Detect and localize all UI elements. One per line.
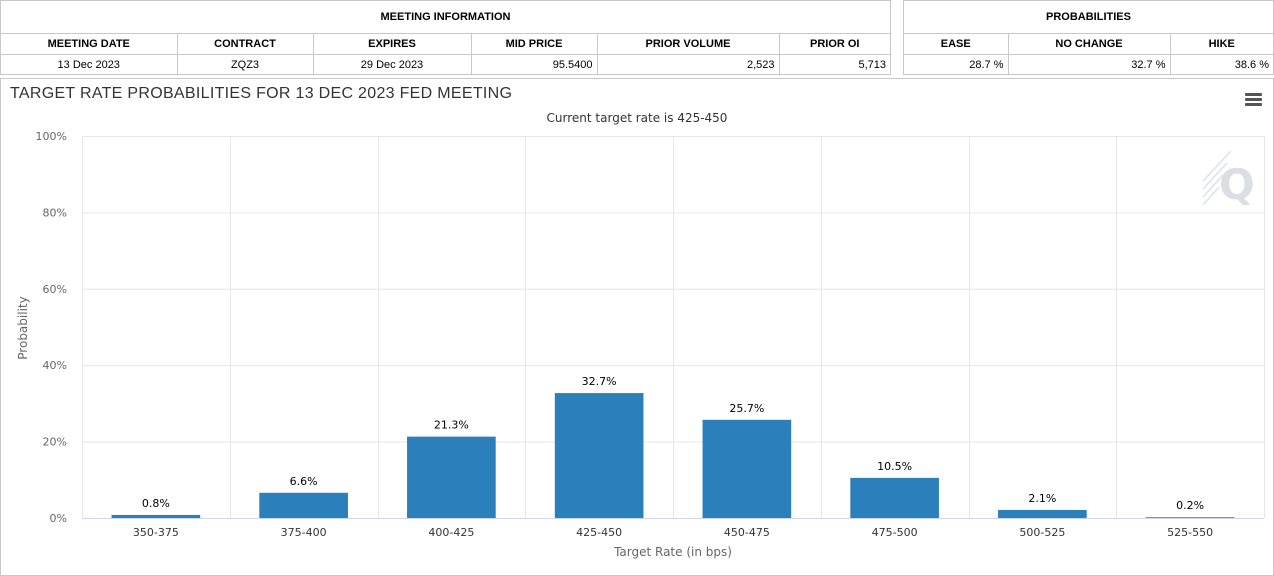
prior-volume-value: 2,523 (597, 54, 780, 75)
bar-475-500[interactable] (850, 477, 939, 518)
x-tick-label: 375-400 (281, 526, 327, 539)
bar-525-550[interactable] (1145, 517, 1235, 518)
x-tick-label: 400-425 (428, 526, 474, 539)
x-tick-label: 525-550 (1167, 526, 1213, 539)
bar-450-475[interactable] (702, 419, 792, 518)
col-meeting-date: MEETING DATE (1, 34, 178, 55)
ease-value: 28.7 % (904, 54, 1009, 75)
svg-text:Q: Q (1219, 160, 1255, 209)
bar-425-450[interactable] (554, 393, 644, 518)
x-tick-label: 450-475 (724, 526, 770, 539)
y-tick-label: 0% (50, 512, 67, 525)
y-tick-label: 80% (43, 206, 67, 219)
x-tick-label: 475-500 (872, 526, 918, 539)
chart-container: TARGET RATE PROBABILITIES FOR 13 DEC 202… (0, 78, 1274, 576)
hike-value: 38.6 % (1234, 59, 1269, 71)
meeting-date-value: 13 Dec 2023 (1, 54, 178, 75)
prior-oi-value: 5,713 (858, 59, 886, 71)
y-tick-label: 20% (43, 436, 67, 449)
probabilities-table: EASE NO CHANGE HIKE 28.7 % 32.7 % 38.6 % (904, 34, 1273, 75)
meeting-information-header: MEETING INFORMATION (1, 1, 890, 34)
probabilities-header: PROBABILITIES (904, 1, 1273, 34)
table-row: 28.7 % 32.7 % 38.6 % (904, 54, 1273, 75)
watermark-q-logo-icon: Q (1202, 150, 1255, 209)
mid-price-value: 95.5400 (471, 54, 598, 75)
bar-chart: Q 0% 20% 40% 60% 80% 100% 350-375 375-400 400-42… (16, 130, 1265, 559)
probabilities-panel: PROBABILITIES EASE NO CHANGE HIKE 28.7 %… (903, 0, 1274, 75)
no-change-value: 32.7 % (1008, 54, 1171, 75)
expires-value: 29 Dec 2023 (313, 54, 472, 75)
col-prior-oi: PRIOR OI (779, 34, 890, 55)
col-contract: CONTRACT (177, 34, 314, 55)
contract-value: ZQZ3 (177, 54, 314, 75)
data-label: 21.3% (434, 419, 469, 432)
data-label: 0.8% (142, 497, 170, 510)
data-label: 0.2% (1176, 499, 1204, 512)
x-tick-label: 425-450 (576, 526, 622, 539)
hamburger-menu-icon[interactable] (1245, 93, 1262, 106)
bar-500-525[interactable] (998, 509, 1087, 518)
data-label: 2.1% (1028, 492, 1056, 505)
col-hike: HIKE (1170, 34, 1273, 55)
data-label: 6.6% (290, 475, 318, 488)
y-tick-label: 100% (36, 130, 67, 143)
col-ease: EASE (904, 34, 1009, 55)
meeting-information-panel: MEETING INFORMATION MEETING DATE CONTRAC… (0, 0, 891, 75)
col-no-change: NO CHANGE (1008, 34, 1171, 55)
data-label: 25.7% (729, 402, 764, 415)
meeting-information-table: MEETING DATE CONTRACT EXPIRES MID PRICE … (1, 34, 890, 75)
col-mid-price: MID PRICE (471, 34, 598, 55)
col-expires: EXPIRES (313, 34, 472, 55)
x-tick-label: 350-375 (133, 526, 179, 539)
chart-title: TARGET RATE PROBABILITIES FOR 13 DEC 202… (10, 85, 513, 102)
data-label: 10.5% (877, 460, 912, 473)
x-axis-title: Target Rate (in bps) (613, 545, 732, 559)
y-axis-title: Probability (16, 296, 30, 359)
data-label: 32.7% (582, 375, 617, 388)
col-prior-volume: PRIOR VOLUME (597, 34, 780, 55)
bar-375-400[interactable] (259, 492, 348, 518)
chart-subtitle: Current target rate is 425-450 (546, 111, 728, 125)
bar-350-375[interactable] (111, 514, 201, 518)
x-tick-label: 500-525 (1019, 526, 1065, 539)
table-row: 13 Dec 2023 ZQZ3 29 Dec 2023 95.5400 2,5… (1, 54, 890, 75)
y-tick-label: 40% (43, 359, 67, 372)
y-tick-label: 60% (43, 283, 67, 296)
bar-400-425[interactable] (407, 436, 496, 518)
